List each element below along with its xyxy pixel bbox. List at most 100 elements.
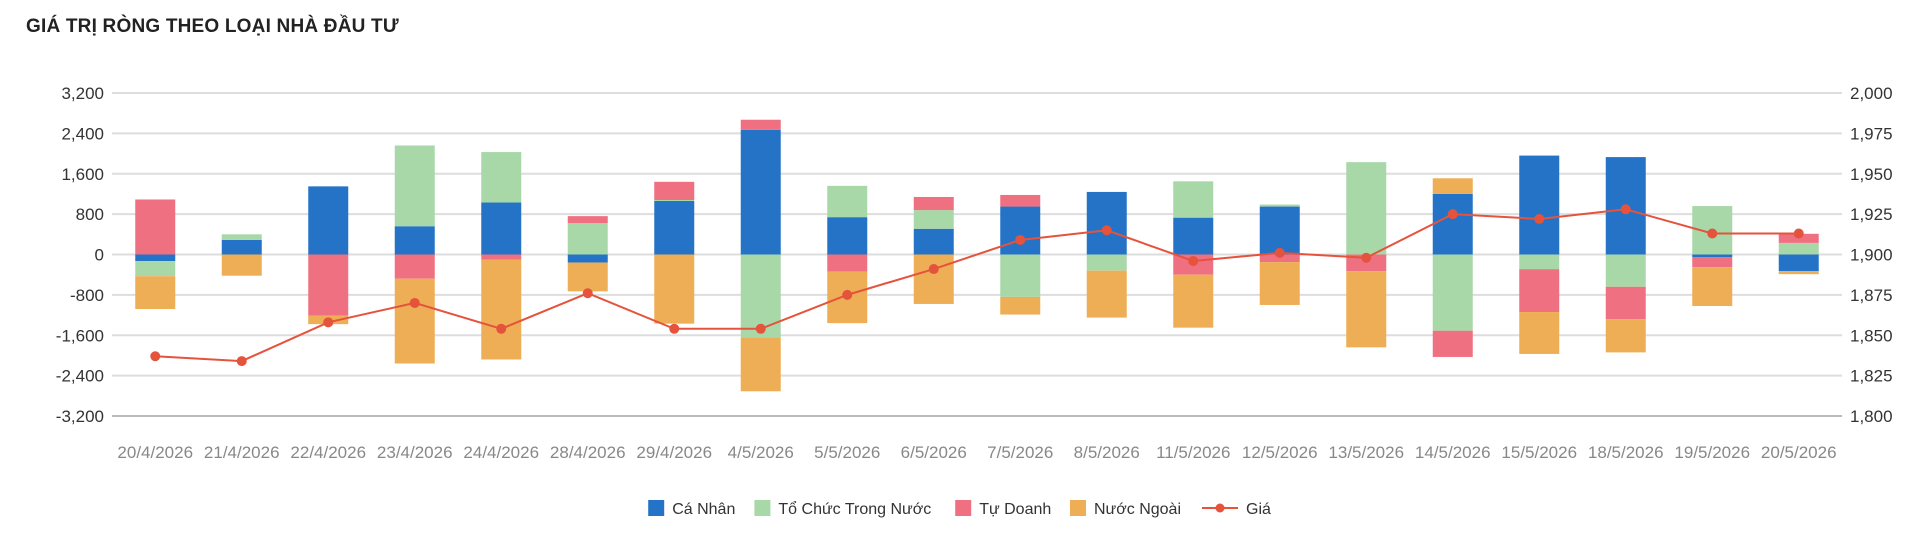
bar-segment <box>1259 262 1300 305</box>
bar-segment <box>654 201 695 255</box>
legend-swatch <box>1070 500 1086 516</box>
x-tick-label: 8/5/2026 <box>1074 443 1140 462</box>
price-point <box>236 356 247 367</box>
bar-segment <box>1605 319 1646 353</box>
price-point <box>1361 252 1372 263</box>
legend-label: Tự Doanh <box>979 501 1051 518</box>
y-left-tick-label: 2,400 <box>61 124 104 143</box>
bar-segment <box>221 239 262 255</box>
price-point <box>1274 247 1285 258</box>
legend-label: Cá Nhân <box>672 501 735 518</box>
bar-segment <box>394 226 435 255</box>
legend-label: Nước Ngoài <box>1094 501 1181 518</box>
bar-segment <box>308 254 349 316</box>
bar-segment <box>1346 254 1387 272</box>
bar-segment <box>1692 267 1733 306</box>
x-tick-label: 19/5/2026 <box>1674 443 1750 462</box>
x-tick-label: 18/5/2026 <box>1588 443 1664 462</box>
x-tick-label: 15/5/2026 <box>1501 443 1577 462</box>
bar-segment <box>1432 330 1473 357</box>
x-tick-label: 4/5/2026 <box>728 443 794 462</box>
legend-swatch <box>648 500 665 516</box>
y-left-tick-label: 3,200 <box>61 84 104 103</box>
bar-segment <box>394 145 435 227</box>
x-tick-label: 14/5/2026 <box>1415 443 1491 462</box>
bar-segment <box>308 186 349 255</box>
legend-label: Tổ Chức Trong Nước <box>778 500 931 518</box>
y-left-tick-label: 800 <box>76 205 104 224</box>
y-right-tick-label: 1,850 <box>1850 326 1893 345</box>
y-right-tick-label: 1,825 <box>1850 367 1893 386</box>
price-point <box>1793 228 1804 239</box>
price-point <box>1101 225 1112 236</box>
bar-segment <box>1000 206 1041 255</box>
x-tick-label: 7/5/2026 <box>987 443 1053 462</box>
bar-segment <box>913 210 954 229</box>
bar-segment <box>913 196 954 211</box>
price-point <box>842 289 853 300</box>
bar-segment <box>913 254 954 304</box>
price-point <box>409 297 420 308</box>
bar-segment <box>740 129 781 255</box>
x-tick-label: 29/4/2026 <box>636 443 712 462</box>
bar-segment <box>135 254 176 262</box>
x-tick-label: 24/4/2026 <box>463 443 539 462</box>
bar-segment <box>1346 271 1387 348</box>
bar-segment <box>1259 206 1300 255</box>
bar-segment <box>1000 296 1041 315</box>
bar-segment <box>1778 254 1819 272</box>
legend-swatch <box>754 500 771 516</box>
bar-segment <box>1778 271 1819 275</box>
bar-segment <box>221 234 262 240</box>
price-point <box>323 317 334 328</box>
bar-segment <box>1000 194 1041 207</box>
y-right-tick-label: 1,800 <box>1850 407 1893 426</box>
bar-segment <box>1432 254 1473 331</box>
bar-segment <box>1086 254 1127 271</box>
bar-segment <box>481 254 522 260</box>
bar-segment <box>481 152 522 203</box>
legend-label: Giá <box>1246 501 1271 518</box>
x-tick-label: 11/5/2026 <box>1156 443 1230 462</box>
bar-segment <box>1778 242 1819 255</box>
y-left-tick-label: -3,200 <box>56 407 104 426</box>
price-point <box>755 323 766 334</box>
y-left-tick-label: 1,600 <box>61 165 104 184</box>
bar-segment <box>1605 254 1646 287</box>
x-tick-label: 5/5/2026 <box>814 443 880 462</box>
bar-segment <box>481 259 522 360</box>
bar-segment <box>1692 254 1733 258</box>
bar-segment <box>1000 254 1041 297</box>
y-right-tick-label: 2,000 <box>1850 84 1893 103</box>
x-tick-label: 13/5/2026 <box>1328 443 1404 462</box>
y-left-tick-label: -800 <box>70 286 104 305</box>
bar-segment <box>1173 217 1214 255</box>
bar-segment <box>394 254 435 279</box>
legend-swatch <box>955 500 972 516</box>
price-point <box>928 264 939 275</box>
bar-segment <box>654 199 695 202</box>
bar-segment <box>1173 181 1214 218</box>
bar-segment <box>1692 257 1733 268</box>
bar-segment <box>135 261 176 277</box>
bar-segment <box>827 217 868 255</box>
bar-segment <box>1259 254 1300 263</box>
bar-segment <box>1086 191 1127 255</box>
y-left-tick-label: -2,400 <box>56 367 104 386</box>
x-tick-label: 28/4/2026 <box>550 443 626 462</box>
price-point <box>669 323 680 334</box>
bar-segment <box>1519 155 1560 255</box>
x-tick-label: 6/5/2026 <box>901 443 967 462</box>
legend-line-marker <box>1215 503 1225 513</box>
bar-segment <box>1605 286 1646 320</box>
bar-segment <box>567 254 608 263</box>
bar-segment <box>654 254 695 324</box>
x-tick-label: 20/5/2026 <box>1761 443 1837 462</box>
y-right-tick-label: 1,925 <box>1850 205 1893 224</box>
bar-segment <box>481 202 522 255</box>
x-tick-label: 22/4/2026 <box>290 443 366 462</box>
bar-segment <box>135 276 176 310</box>
price-point <box>1447 209 1458 220</box>
